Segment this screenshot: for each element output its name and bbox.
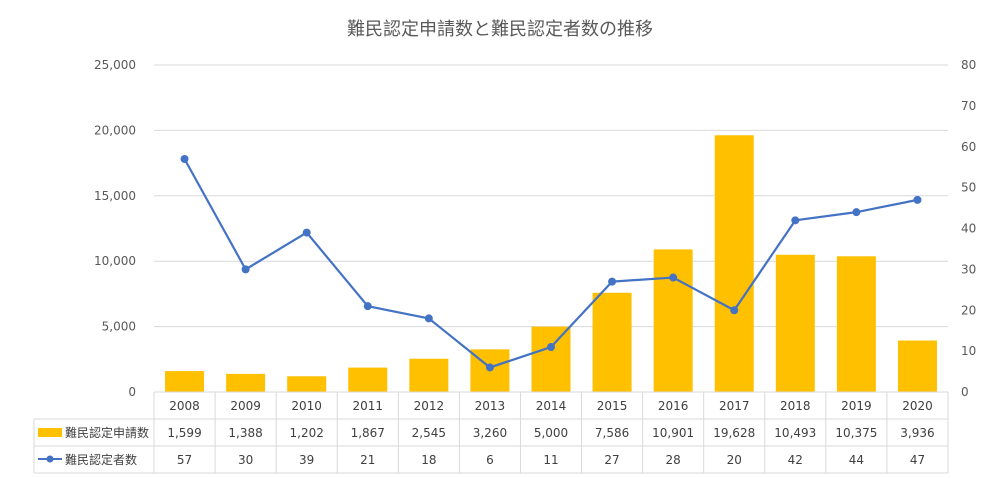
left-tick-label: 20,000 <box>94 123 136 137</box>
right-tick-label: 10 <box>961 344 976 358</box>
category-label: 2013 <box>475 399 506 413</box>
line-point <box>913 195 922 204</box>
bar-value-label: 10,493 <box>774 426 816 440</box>
line-point <box>730 306 739 315</box>
line-point <box>180 155 189 164</box>
line-value-label: 47 <box>910 453 925 467</box>
bar-value-label: 3,260 <box>473 426 507 440</box>
category-label: 2017 <box>719 399 750 413</box>
line-point <box>424 314 433 323</box>
bar-value-label: 19,628 <box>713 426 755 440</box>
line-value-label: 18 <box>421 453 436 467</box>
category-label: 2011 <box>352 399 383 413</box>
category-label: 2008 <box>169 399 200 413</box>
bar <box>531 326 571 392</box>
line-value-label: 39 <box>299 453 314 467</box>
category-label: 2014 <box>536 399 567 413</box>
line-value-label: 21 <box>360 453 375 467</box>
right-tick-label: 50 <box>961 181 976 195</box>
category-label: 2015 <box>597 399 628 413</box>
bar <box>287 376 327 392</box>
left-tick-label: 25,000 <box>94 58 136 72</box>
bar <box>775 254 815 392</box>
left-tick-label: 0 <box>128 385 136 399</box>
right-tick-label: 0 <box>961 385 969 399</box>
legend-bar-swatch <box>38 428 62 437</box>
bar <box>714 135 754 393</box>
data-table: 2008 2009 2010 2011 2012 2013 2014 2015 2016 2017… <box>33 391 949 474</box>
line-point <box>608 277 617 286</box>
line-value-label: 30 <box>238 453 253 467</box>
right-tick-label: 60 <box>961 140 976 154</box>
category-label: 2019 <box>841 399 872 413</box>
line-point <box>669 273 678 282</box>
line-value-label: 42 <box>788 453 803 467</box>
line-value-label: 44 <box>849 453 864 467</box>
bar <box>836 256 876 392</box>
line-point <box>302 228 311 237</box>
bar <box>226 373 266 392</box>
line-value-label: 11 <box>543 453 558 467</box>
category-label: 2009 <box>230 399 261 413</box>
bar-value-label: 1,388 <box>228 426 262 440</box>
line-point <box>547 343 555 352</box>
right-axis-ticks: 0 10 20 30 40 50 60 70 80 <box>961 58 976 399</box>
legend-bar-label: 難民認定申請数 <box>65 425 149 440</box>
bar-value-label: 10,375 <box>835 426 877 440</box>
bar <box>897 340 937 392</box>
legend-line-label: 難民認定者数 <box>65 452 137 467</box>
category-label: 2010 <box>291 399 322 413</box>
category-label: 2016 <box>658 399 689 413</box>
line-value-label: 28 <box>666 453 681 467</box>
line-point <box>791 216 800 225</box>
bar-value-label: 10,901 <box>652 426 694 440</box>
bar <box>653 249 693 392</box>
bar-value-label: 1,202 <box>290 426 324 440</box>
bar <box>165 371 205 392</box>
right-tick-label: 30 <box>961 262 976 276</box>
line-value-label: 6 <box>486 453 494 467</box>
bar <box>592 292 632 392</box>
bar-value-label: 5,000 <box>534 426 568 440</box>
line-value-label: 27 <box>604 453 619 467</box>
bar-value-label: 7,586 <box>595 426 629 440</box>
right-tick-label: 80 <box>961 58 976 72</box>
category-label: 2020 <box>902 399 933 413</box>
line-point <box>485 363 494 372</box>
chart-title: 難民認定申請数と難民認定者数の推移 <box>347 19 653 40</box>
left-tick-label: 15,000 <box>94 189 136 203</box>
line-series <box>180 155 922 372</box>
gridlines <box>154 64 948 328</box>
legend-line-marker <box>46 455 54 463</box>
left-tick-label: 10,000 <box>94 254 136 268</box>
line-point <box>852 208 861 217</box>
right-tick-label: 40 <box>961 222 976 236</box>
bar-value-label: 3,936 <box>900 426 934 440</box>
category-label: 2018 <box>780 399 811 413</box>
bar-value-label: 2,545 <box>412 426 446 440</box>
bar-value-label: 1,867 <box>351 426 385 440</box>
bar-series <box>165 135 937 393</box>
line-point <box>241 265 250 274</box>
right-tick-label: 70 <box>961 99 976 113</box>
left-axis-ticks: 0 5,000 10,000 15,000 20,000 25,000 <box>94 58 136 399</box>
bar <box>409 358 449 392</box>
line-point <box>363 302 372 311</box>
left-tick-label: 5,000 <box>102 320 136 334</box>
line-value-label: 20 <box>727 453 742 467</box>
line-value-label: 57 <box>177 453 192 467</box>
bar <box>348 367 388 392</box>
category-label: 2012 <box>414 399 445 413</box>
bar-value-label: 1,599 <box>167 426 201 440</box>
right-tick-label: 20 <box>961 303 976 317</box>
